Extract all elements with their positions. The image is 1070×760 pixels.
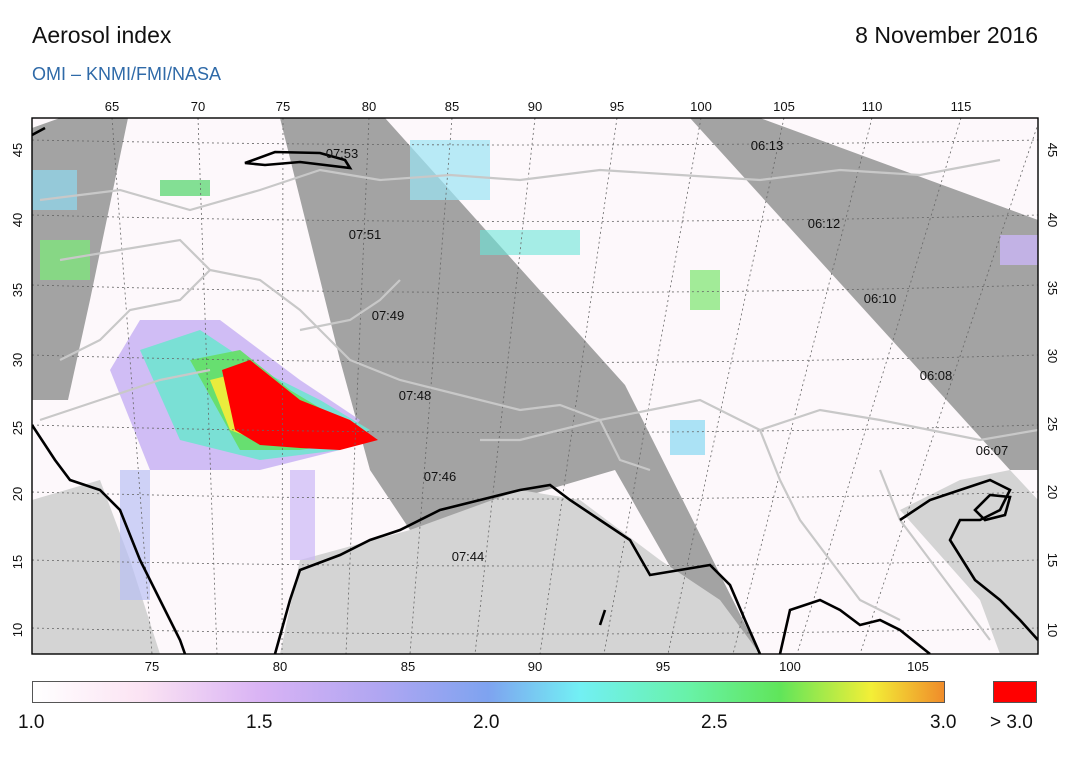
orbit-time-label: 07:49 [372,308,405,323]
top-lon-tick: 70 [191,99,205,114]
bottom-lon-tick: 95 [656,659,670,674]
colorbar-label: 3.0 [930,712,957,733]
right-lat-tick: 25 [1045,417,1060,431]
coastlines [32,126,1038,654]
top-lon-tick: 105 [773,99,795,114]
left-lat-tick: 10 [10,623,25,637]
orbit-time-label: 07:51 [349,227,382,242]
right-lat-tick: 35 [1045,281,1060,295]
right-lat-tick: 20 [1045,485,1060,499]
bottom-lon-tick: 105 [907,659,929,674]
colorbar-over-label: > 3.0 [990,712,1033,733]
colorbar-gradient [32,681,945,703]
map-date: 8 November 2016 [855,22,1038,48]
top-lon-tick: 110 [862,99,883,114]
orbit-time-label: 07:46 [424,469,457,484]
top-lon-tick: 95 [610,99,624,114]
colorbar-label: 2.5 [701,712,728,733]
left-lat-tick: 20 [10,487,25,501]
left-lat-tick: 30 [10,353,25,367]
left-lat-tick: 25 [10,421,25,435]
orbit-time-label: 06:07 [976,443,1009,458]
top-lon-tick: 100 [690,99,712,114]
right-lat-tick: 10 [1045,623,1060,637]
land-outside-swath [280,490,760,654]
top-lon-tick: 90 [528,99,542,114]
map-subtitle: OMI – KNMI/FMI/NASA [32,64,222,84]
colorbar-over-swatch [993,681,1037,703]
orbit-time-label: 06:10 [864,291,897,306]
map-frame [31,117,1039,655]
aerosol-data [32,140,1038,600]
bottom-lon-tick: 100 [779,659,801,674]
graticule [32,118,1038,654]
country-borders [39,158,1038,641]
bottom-lon-tick: 80 [273,659,287,674]
right-lat-tick: 30 [1045,349,1060,363]
orbit-time-label: 07:53 [326,146,359,161]
top-lon-tick: 65 [105,99,119,114]
aerosol-map: 65 70 75 80 85 90 95 100 105 110 115 [10,99,1060,674]
top-lon-tick: 75 [276,99,290,114]
orbit-time-label: 06:12 [808,216,841,231]
colorbar-label: 1.5 [246,712,273,733]
orbit-time-label: 06:08 [920,368,953,383]
top-lon-tick: 115 [951,99,972,114]
colorbar-label: 1.0 [18,712,45,733]
bottom-lon-tick: 90 [528,659,542,674]
left-lat-tick: 45 [10,143,25,157]
orbit-time-label: 07:44 [452,549,485,564]
right-lat-tick: 15 [1045,553,1060,567]
map-title: Aerosol index [32,22,172,48]
bottom-lon-tick: 85 [401,659,415,674]
right-lat-tick: 45 [1045,143,1060,157]
top-lon-tick: 85 [445,99,459,114]
colorbar-label: 2.0 [473,712,500,733]
top-lon-tick: 80 [362,99,376,114]
bottom-lon-tick: 75 [145,659,159,674]
left-lat-tick: 35 [10,283,25,297]
right-lat-tick: 40 [1045,213,1060,227]
left-lat-tick: 15 [10,555,25,569]
left-lat-tick: 40 [10,213,25,227]
orbit-time-label: 07:48 [399,388,432,403]
orbit-time-label: 06:13 [751,138,784,153]
land-outside-swath [32,480,160,654]
